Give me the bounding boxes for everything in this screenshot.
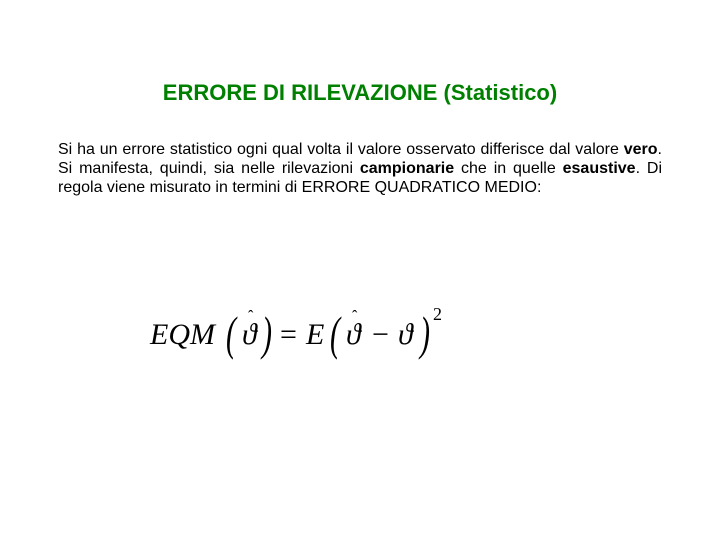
formula-eqm-label: EQM: [150, 318, 215, 352]
formula-lparen-2: (: [330, 308, 340, 362]
text-bold: vero: [624, 141, 658, 158]
formula-rparen-2: ): [420, 308, 430, 362]
formula-minus: −: [372, 318, 389, 352]
slide-title: ERRORE DI RILEVAZIONE (Statistico): [0, 80, 720, 106]
text-run: che in quelle: [454, 160, 562, 177]
formula-squared: 2: [433, 304, 442, 325]
formula-theta: ϑ: [398, 318, 413, 352]
formula-theta-hat-2: ϑ: [346, 318, 361, 352]
formula-theta-hat-1: ϑ: [242, 318, 257, 352]
body-paragraph: Si ha un errore statistico ogni qual vol…: [58, 140, 662, 198]
formula-equals: =: [280, 318, 297, 352]
slide: ERRORE DI RILEVAZIONE (Statistico) Si ha…: [0, 0, 720, 540]
text-run: Si ha un errore statistico ogni qual vol…: [58, 141, 624, 158]
text-bold: esaustive: [563, 160, 636, 177]
formula-rparen-1: ): [262, 308, 272, 362]
text-bold: campionarie: [360, 160, 454, 177]
formula-E: E: [306, 318, 324, 352]
formula-lparen-1: (: [226, 308, 236, 362]
formula-eqm: EQM ( ˆ ϑ ) = E ( ˆ ϑ − ϑ ) 2: [150, 310, 538, 360]
